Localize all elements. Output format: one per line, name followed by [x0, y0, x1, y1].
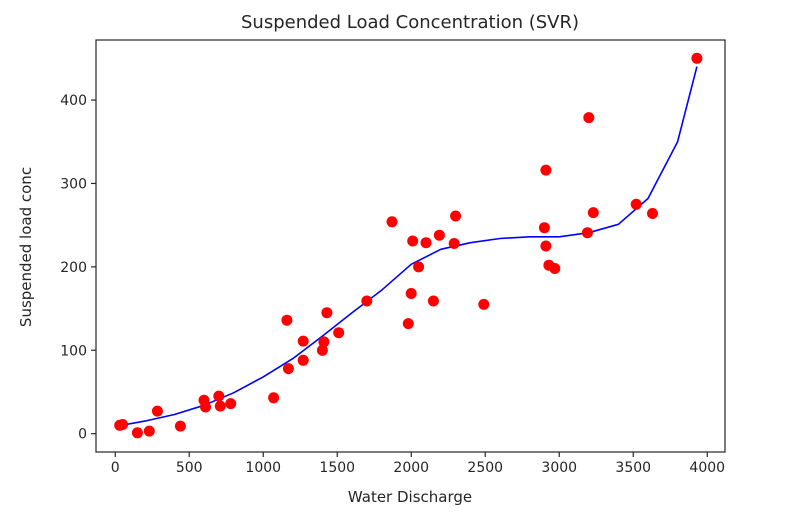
data-point: [333, 327, 345, 339]
data-point: [427, 295, 439, 307]
data-point: [478, 298, 490, 310]
y-tick-label: 400: [60, 93, 87, 109]
x-tick-label: 3500: [615, 460, 651, 476]
y-tick-label: 300: [60, 176, 87, 192]
data-point: [321, 307, 333, 319]
data-point: [117, 419, 129, 430]
data-point: [386, 216, 398, 228]
data-point: [316, 344, 328, 356]
data-point: [361, 295, 373, 307]
data-point: [407, 235, 419, 247]
x-tick-label: 3000: [541, 460, 577, 476]
data-point: [402, 318, 414, 330]
x-tick-label: 0: [111, 460, 120, 476]
data-point: [297, 354, 309, 366]
data-point: [450, 210, 462, 222]
data-point: [581, 227, 593, 239]
data-point: [647, 208, 658, 219]
data-point: [433, 229, 445, 241]
data-point: [420, 237, 432, 249]
x-axis-label: Water Discharge: [348, 488, 472, 506]
data-point: [587, 207, 599, 219]
x-tick-label: 500: [176, 460, 203, 476]
data-point: [540, 164, 552, 176]
data-point: [214, 400, 226, 412]
data-point: [413, 261, 425, 273]
data-point: [318, 336, 330, 348]
data-point: [268, 392, 280, 404]
plot-frame: [95, 39, 726, 453]
x-axis: 0 500 1000 1500 2000 2500 3000 3500 4000: [111, 452, 725, 476]
data-point: [630, 198, 642, 210]
data-point: [151, 405, 163, 417]
data-point: [540, 240, 552, 252]
x-tick-label: 1500: [319, 460, 355, 476]
data-point: [405, 288, 417, 299]
x-tick-label: 2000: [393, 460, 429, 476]
data-point: [297, 335, 309, 347]
data-point: [213, 390, 225, 402]
data-point: [143, 425, 155, 437]
x-tick-label: 1000: [245, 460, 281, 476]
data-point: [200, 401, 211, 413]
svr-fit-line: [121, 66, 698, 427]
data-point: [448, 238, 460, 249]
data-point: [282, 363, 294, 375]
data-point: [691, 52, 703, 64]
data-point: [583, 112, 595, 124]
chart-title: Suspended Load Concentration (SVR): [241, 12, 579, 33]
y-axis-label: Suspended load conc: [17, 167, 35, 327]
plot-area: [114, 52, 703, 439]
data-point: [281, 314, 293, 326]
y-tick-label: 0: [78, 427, 87, 443]
y-tick-label: 100: [60, 343, 87, 359]
x-tick-label: 4000: [689, 460, 725, 476]
data-point: [549, 263, 561, 274]
data-point: [131, 427, 143, 439]
y-axis: 0 100 200 300 400: [60, 93, 96, 443]
data-point: [538, 222, 550, 234]
data-point: [174, 420, 186, 432]
data-point: [225, 398, 237, 410]
y-tick-label: 200: [60, 260, 87, 276]
x-tick-label: 2500: [467, 460, 503, 476]
